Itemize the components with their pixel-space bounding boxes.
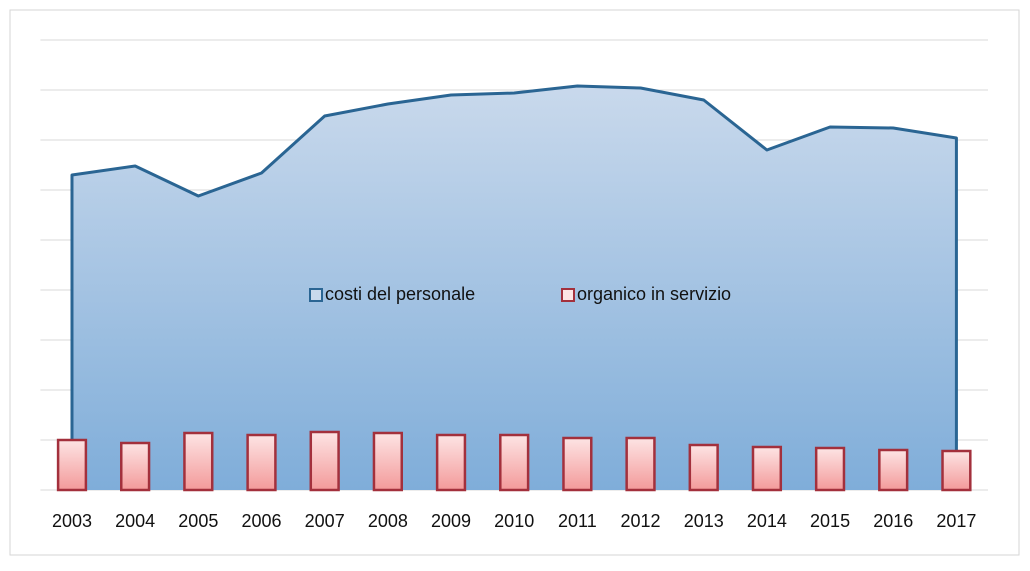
x-tick-label: 2009 bbox=[431, 511, 471, 531]
x-tick-label: 2005 bbox=[178, 511, 218, 531]
bar bbox=[688, 443, 719, 492]
plot bbox=[56, 84, 972, 492]
bar bbox=[499, 433, 530, 492]
x-tick-label: 2015 bbox=[810, 511, 850, 531]
legend-label: organico in servizio bbox=[577, 284, 731, 304]
x-tick-label: 2011 bbox=[558, 511, 597, 531]
bar bbox=[435, 433, 467, 492]
bar bbox=[941, 449, 972, 492]
bar bbox=[751, 445, 783, 492]
legend-label: costi del personale bbox=[325, 284, 475, 304]
x-tick-label: 2013 bbox=[684, 511, 724, 531]
bar bbox=[183, 431, 214, 492]
bar bbox=[309, 430, 340, 492]
x-tick-label: 2017 bbox=[936, 511, 976, 531]
x-tick-label: 2006 bbox=[241, 511, 281, 531]
area bbox=[70, 84, 958, 490]
bar bbox=[120, 441, 151, 492]
bar bbox=[246, 433, 277, 492]
x-tick-label: 2010 bbox=[494, 511, 534, 531]
bar bbox=[56, 438, 88, 492]
x-tick-label: 2004 bbox=[115, 511, 155, 531]
chart-frame bbox=[9, 9, 1020, 556]
bar bbox=[562, 436, 593, 492]
legend-swatch bbox=[309, 288, 323, 302]
x-tick-label: 2003 bbox=[52, 511, 92, 531]
bar bbox=[814, 446, 846, 492]
legend: costi del personale organico in servizio bbox=[309, 284, 731, 304]
x-tick-label: 2016 bbox=[873, 511, 913, 531]
bar bbox=[372, 431, 404, 492]
x-axis: 2003 2004 2005 2006 2007 2008 2009 2010 2011 2012… bbox=[52, 511, 976, 531]
bar bbox=[878, 448, 909, 492]
x-tick-label: 2014 bbox=[747, 511, 787, 531]
x-tick-label: 2007 bbox=[305, 511, 345, 531]
x-tick-label: 2008 bbox=[368, 511, 408, 531]
x-tick-label: 2012 bbox=[621, 511, 661, 531]
legend-swatch bbox=[561, 288, 575, 302]
bar bbox=[625, 436, 656, 492]
